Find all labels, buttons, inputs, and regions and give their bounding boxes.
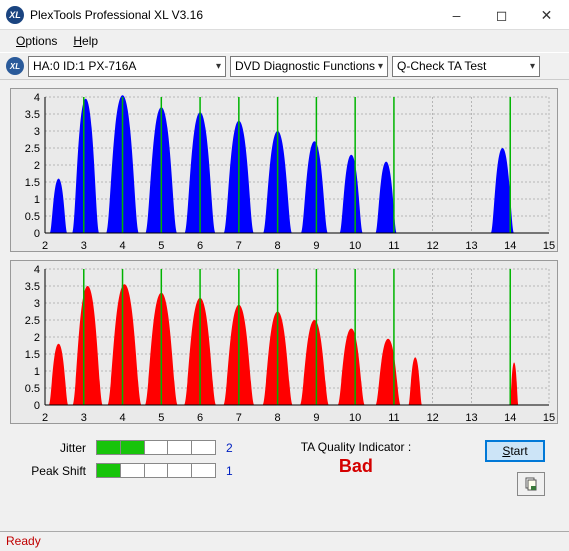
- toolbar: XL HA:0 ID:1 PX-716A DVD Diagnostic Func…: [0, 52, 569, 80]
- svg-text:4: 4: [119, 240, 125, 252]
- meter-segment: [121, 441, 145, 454]
- meter-segment: [145, 464, 169, 477]
- maximize-button[interactable]: ◻: [479, 0, 524, 30]
- jitter-value: 2: [226, 441, 233, 455]
- menubar: Options Help: [0, 30, 569, 52]
- svg-text:12: 12: [427, 412, 439, 424]
- copy-to-clipboard-button[interactable]: [517, 472, 545, 496]
- meter-segment: [192, 441, 215, 454]
- titlebar: XL PlexTools Professional XL V3.16 – ◻ ✕: [0, 0, 569, 30]
- statusbar: Ready: [0, 531, 569, 551]
- clipboard-icon: [523, 476, 539, 492]
- svg-text:5: 5: [158, 240, 164, 252]
- svg-text:3.5: 3.5: [25, 109, 40, 121]
- minimize-button[interactable]: –: [434, 0, 479, 30]
- ta-quality-value: Bad: [339, 456, 373, 477]
- svg-text:1: 1: [34, 366, 40, 378]
- svg-text:9: 9: [313, 412, 319, 424]
- peakshift-label: Peak Shift: [24, 464, 86, 478]
- svg-text:14: 14: [504, 240, 516, 252]
- svg-text:4: 4: [119, 412, 125, 424]
- svg-text:6: 6: [197, 240, 203, 252]
- plextor-icon: XL: [6, 57, 24, 75]
- svg-text:6: 6: [197, 412, 203, 424]
- svg-text:14: 14: [504, 412, 516, 424]
- svg-text:10: 10: [349, 412, 361, 424]
- peakshift-value: 1: [226, 464, 233, 478]
- svg-text:3: 3: [34, 126, 40, 138]
- svg-text:7: 7: [236, 412, 242, 424]
- svg-text:3: 3: [81, 412, 87, 424]
- svg-text:2: 2: [42, 412, 48, 424]
- status-text: Ready: [6, 534, 41, 548]
- menu-help[interactable]: Help: [65, 32, 106, 50]
- svg-text:15: 15: [543, 240, 555, 252]
- svg-text:2: 2: [42, 240, 48, 252]
- svg-text:5: 5: [158, 412, 164, 424]
- ta-quality-block: TA Quality Indicator : Bad: [301, 440, 412, 477]
- svg-text:12: 12: [427, 240, 439, 252]
- jitter-row: Jitter 2: [24, 440, 233, 455]
- svg-text:0.5: 0.5: [25, 211, 40, 223]
- drive-dropdown[interactable]: HA:0 ID:1 PX-716A: [28, 56, 226, 77]
- meter-segment: [145, 441, 169, 454]
- svg-text:0: 0: [34, 228, 40, 240]
- svg-text:2.5: 2.5: [25, 143, 40, 155]
- svg-text:1.5: 1.5: [25, 349, 40, 361]
- start-button[interactable]: Start: [485, 440, 545, 462]
- category-value: DVD Diagnostic Functions: [235, 59, 375, 73]
- svg-text:2.5: 2.5: [25, 315, 40, 327]
- svg-text:13: 13: [465, 240, 477, 252]
- svg-text:9: 9: [313, 240, 319, 252]
- jitter-meter: [96, 440, 216, 455]
- svg-text:0: 0: [34, 400, 40, 412]
- svg-text:2: 2: [34, 160, 40, 172]
- peakshift-meter: [96, 463, 216, 478]
- svg-text:8: 8: [275, 412, 281, 424]
- svg-text:0.5: 0.5: [25, 383, 40, 395]
- test-dropdown[interactable]: Q-Check TA Test: [392, 56, 540, 77]
- peakshift-row: Peak Shift 1: [24, 463, 233, 478]
- metrics-panel: Jitter 2 Peak Shift 1 TA Quality Indicat…: [10, 432, 559, 502]
- svg-text:8: 8: [275, 240, 281, 252]
- svg-text:13: 13: [465, 412, 477, 424]
- category-dropdown[interactable]: DVD Diagnostic Functions: [230, 56, 388, 77]
- svg-text:3.5: 3.5: [25, 281, 40, 293]
- meter-segment: [97, 441, 121, 454]
- svg-text:11: 11: [388, 412, 399, 424]
- test-value: Q-Check TA Test: [397, 59, 486, 73]
- svg-text:4: 4: [34, 92, 40, 104]
- app-icon: XL: [6, 6, 24, 24]
- ta-quality-label: TA Quality Indicator :: [301, 440, 412, 454]
- meter-segment: [192, 464, 215, 477]
- svg-text:1.5: 1.5: [25, 177, 40, 189]
- svg-text:4: 4: [34, 264, 40, 276]
- svg-text:10: 10: [349, 240, 361, 252]
- svg-text:7: 7: [236, 240, 242, 252]
- meter-segment: [168, 441, 192, 454]
- jitter-label: Jitter: [24, 441, 86, 455]
- svg-text:2: 2: [34, 332, 40, 344]
- chart-jitter-bottom: 0 0.5 1 1.5 2 2.5 3 3.5 4 2 3 4 5 6 7 8 9 10 11 12 13 14 15: [10, 260, 558, 424]
- chart-jitter-top: 0 0.5 1 1.5 2 2.5 3 3.5 4 2 3 4 5 6 7 8 9 10 11 12 13 14 15: [10, 88, 558, 252]
- svg-text:3: 3: [34, 298, 40, 310]
- svg-text:11: 11: [388, 240, 399, 252]
- svg-text:1: 1: [34, 194, 40, 206]
- menu-options[interactable]: Options: [8, 32, 65, 50]
- meter-segment: [168, 464, 192, 477]
- svg-text:3: 3: [81, 240, 87, 252]
- window-title: PlexTools Professional XL V3.16: [30, 8, 434, 22]
- main-area: 00.511.522.533.5423456789101112131415 00…: [0, 80, 569, 504]
- svg-text:15: 15: [543, 412, 555, 424]
- drive-value: HA:0 ID:1 PX-716A: [33, 59, 136, 73]
- close-button[interactable]: ✕: [524, 0, 569, 30]
- meter-segment: [97, 464, 121, 477]
- meter-segment: [121, 464, 145, 477]
